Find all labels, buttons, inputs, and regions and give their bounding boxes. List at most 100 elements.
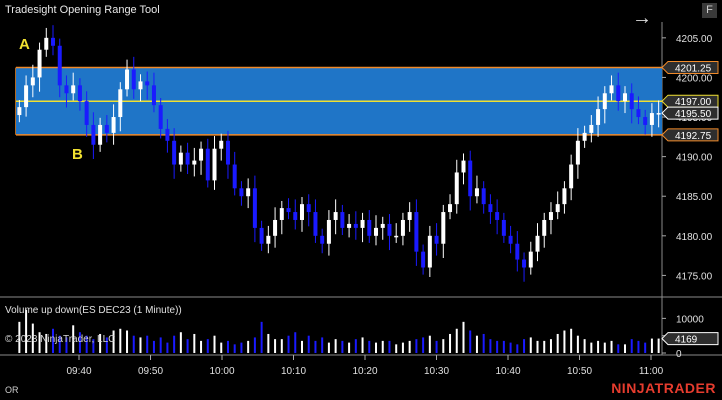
volume-bar (85, 335, 88, 353)
volume-bar (475, 335, 478, 353)
candle-body (542, 219, 547, 236)
candle-body (380, 223, 385, 228)
volume-bar (469, 330, 472, 353)
volume-bar (590, 342, 593, 353)
price-label-text: 4195.50 (675, 109, 712, 120)
candle-body (118, 89, 123, 118)
volume-bar (45, 333, 48, 353)
volume-bar (72, 325, 75, 353)
volume-bar (502, 340, 505, 353)
candle-body (448, 204, 453, 213)
candle-body (596, 109, 601, 125)
price-tick-label: 4190.00 (676, 153, 713, 164)
volume-bar (428, 335, 431, 353)
candle-body (232, 164, 237, 189)
volume-bar (213, 335, 216, 353)
arrow-right-icon[interactable]: → (632, 7, 652, 29)
volume-bar (449, 333, 452, 353)
volume-bar (92, 339, 95, 353)
volume-bar (240, 342, 243, 353)
volume-bar (321, 337, 324, 353)
volume-bar (31, 323, 34, 353)
candle-body (629, 93, 634, 110)
volume-bar (200, 340, 203, 353)
volume-bar (408, 340, 411, 353)
candle-body (387, 223, 392, 236)
candle-body (24, 85, 29, 108)
candle-body (548, 212, 553, 220)
candle-body (495, 212, 500, 220)
volume-bar (267, 333, 270, 353)
volume-bar (610, 340, 613, 353)
volume-bar (529, 337, 532, 353)
volume-bar (253, 337, 256, 353)
volume-bar (435, 340, 438, 353)
volume-bar (462, 321, 465, 353)
candle-body (158, 105, 163, 129)
candle-body (252, 188, 257, 228)
candle-body (575, 140, 580, 165)
volume-bar (388, 340, 391, 353)
f-button[interactable]: F (702, 3, 717, 18)
candle-body (589, 124, 594, 133)
candle-body (286, 208, 291, 213)
volume-bar (576, 335, 579, 353)
candle-body (313, 212, 318, 236)
candle-body (178, 152, 183, 165)
candle-body (582, 132, 587, 141)
volume-bar (489, 339, 492, 353)
time-tick-label: 11:00 (639, 366, 664, 377)
candle-body (111, 117, 116, 133)
price-axis: 4205.004200.004195.004190.004185.004180.… (661, 34, 719, 360)
candle-body (51, 37, 56, 46)
candle-body (562, 188, 567, 205)
candle-body (353, 223, 358, 228)
volume-bar (280, 339, 283, 353)
price-label-text: 4192.75 (675, 131, 712, 142)
volume-bar (455, 328, 458, 353)
candle-body (205, 148, 210, 181)
candle-body (616, 85, 621, 102)
candle-body (165, 128, 170, 141)
footer-label: OR (5, 385, 19, 395)
marker-b: B (72, 146, 83, 163)
candle-body (306, 204, 311, 213)
candle-body (555, 204, 560, 213)
candle-body (508, 235, 513, 244)
candle-body (643, 117, 648, 125)
candle-body (427, 235, 432, 268)
time-axis: 09:40 09:50 10:00 10:10 10:20 10:30 10:40 10:50… (66, 355, 664, 377)
volume-bar (327, 342, 330, 353)
candle-body (77, 85, 82, 102)
candle-body (279, 208, 284, 220)
candle-body (131, 69, 136, 90)
candle-body (151, 85, 156, 106)
candle-body (367, 219, 372, 236)
volume-bar (597, 340, 600, 353)
volume-bar (496, 340, 499, 353)
candle-body (273, 219, 278, 236)
volume-bar (395, 344, 398, 353)
volume-bar (348, 342, 351, 353)
price-label-text: 4197.00 (675, 97, 712, 108)
candle-body (414, 212, 419, 252)
price-tick-label: 4175.00 (676, 271, 713, 282)
candle-body (104, 124, 109, 133)
candle-body (299, 204, 304, 220)
volume-bar (132, 335, 135, 353)
volume-bar (482, 333, 485, 353)
volume-bar (543, 340, 546, 353)
volume-label-box (661, 332, 719, 346)
volume-bar (300, 340, 303, 353)
price-label-tag: 4192.75 (661, 128, 719, 142)
volume-bar (294, 332, 297, 353)
volume-bar (193, 333, 196, 353)
candle-body (266, 235, 271, 244)
candle-body (219, 140, 224, 149)
candle-body (515, 243, 520, 260)
candle-body (461, 160, 466, 173)
volume-bar (112, 330, 115, 353)
price-label-box (661, 61, 719, 75)
price-tick-label: 4205.00 (676, 34, 713, 45)
